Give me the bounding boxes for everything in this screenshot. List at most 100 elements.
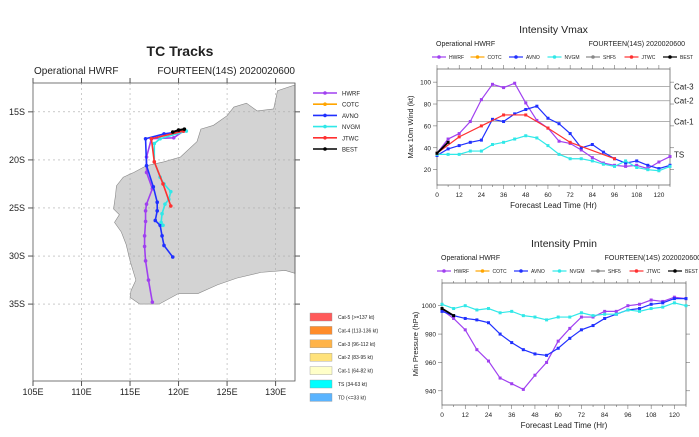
track-point bbox=[163, 202, 167, 206]
legend-marker bbox=[475, 55, 480, 59]
x-tick-label: 48 bbox=[522, 192, 530, 199]
series-line-hwrf bbox=[436, 82, 671, 170]
data-point bbox=[521, 348, 525, 352]
x-tick-label: 12 bbox=[462, 412, 470, 419]
track-point bbox=[176, 128, 181, 132]
data-point bbox=[579, 328, 583, 332]
track-point bbox=[150, 300, 155, 304]
data-point bbox=[546, 116, 550, 120]
track-point bbox=[155, 209, 160, 213]
legend-label: NVGM bbox=[342, 125, 360, 131]
data-point bbox=[475, 308, 479, 312]
chart-subtitle-right: FOURTEEN(14S) 2020020600 bbox=[605, 255, 699, 262]
data-point bbox=[446, 137, 450, 141]
lat-tick-label: 25S bbox=[9, 203, 25, 213]
y-tick-label: 60 bbox=[424, 123, 432, 130]
data-point bbox=[521, 314, 525, 318]
track-point bbox=[152, 141, 157, 146]
x-tick-label: 120 bbox=[669, 412, 680, 419]
intensity-swatch bbox=[309, 393, 333, 402]
reference-label: TS bbox=[674, 150, 684, 159]
series-line-avno bbox=[441, 298, 686, 356]
y-tick-label: 1000 bbox=[422, 303, 437, 310]
x-tick-label: 108 bbox=[646, 412, 657, 419]
data-point bbox=[624, 159, 628, 163]
data-point bbox=[672, 301, 676, 305]
data-point bbox=[446, 140, 450, 144]
data-point bbox=[510, 382, 514, 386]
lon-tick-label: 105E bbox=[22, 387, 43, 397]
series-hwrf bbox=[435, 81, 672, 171]
series-line-avno bbox=[436, 105, 671, 170]
data-point bbox=[513, 137, 517, 141]
x-tick-label: 0 bbox=[435, 192, 439, 199]
series-line-nvgm bbox=[441, 302, 687, 321]
chart-subtitle-left: Operational HWRF bbox=[441, 255, 500, 262]
track-point bbox=[171, 135, 176, 140]
data-point bbox=[579, 148, 583, 152]
data-point bbox=[646, 163, 650, 167]
data-point bbox=[452, 314, 456, 318]
chart-subtitle-left: Operational HWRF bbox=[436, 41, 495, 48]
track-point bbox=[151, 185, 156, 189]
data-point bbox=[498, 311, 502, 315]
data-point bbox=[498, 332, 502, 336]
data-point bbox=[452, 307, 456, 311]
series-best bbox=[440, 307, 456, 318]
data-point bbox=[545, 318, 549, 322]
legend-marker bbox=[480, 269, 485, 273]
data-point bbox=[613, 164, 617, 168]
data-point bbox=[490, 82, 494, 86]
data-point bbox=[524, 113, 528, 117]
legend-marker bbox=[596, 269, 600, 273]
y-axis-label: Min Pressure (hPa) bbox=[411, 311, 420, 376]
track-best bbox=[170, 127, 187, 134]
legend-label: BEST bbox=[685, 269, 698, 275]
intensity-legend-label: Cat-4 (113-136 kt) bbox=[338, 328, 379, 334]
data-point bbox=[535, 104, 539, 108]
track-point bbox=[143, 136, 148, 141]
data-point bbox=[479, 124, 483, 128]
intensity-swatch bbox=[309, 312, 333, 322]
data-point bbox=[521, 387, 525, 391]
map-title: TC Tracks bbox=[147, 43, 214, 59]
data-point bbox=[591, 324, 595, 328]
x-tick-label: 36 bbox=[500, 192, 508, 199]
track-point bbox=[168, 189, 173, 194]
data-point bbox=[590, 143, 594, 147]
intensity-legend-label: Cat-1 (64-82 kt) bbox=[338, 369, 373, 375]
legend-marker bbox=[323, 136, 327, 140]
y-tick-label: 40 bbox=[424, 145, 432, 152]
data-point bbox=[568, 315, 572, 319]
data-point bbox=[557, 122, 561, 126]
data-point bbox=[546, 144, 550, 148]
track-point bbox=[142, 234, 147, 238]
data-point bbox=[649, 307, 653, 311]
y-tick-label: 100 bbox=[420, 80, 431, 87]
data-point bbox=[452, 316, 456, 320]
map-frame bbox=[32, 82, 296, 382]
x-tick-label: 12 bbox=[456, 192, 464, 199]
legend-label: COTC bbox=[342, 103, 360, 109]
lon-tick-label: 110E bbox=[71, 387, 91, 397]
intensity-legend-label: TS (34-63 kt) bbox=[338, 382, 368, 388]
x-tick-label: 72 bbox=[578, 412, 586, 419]
track-point bbox=[170, 255, 175, 259]
chart-intensity-vmax: Intensity Vmax Operational HWRF FOURTEEN(1… bbox=[406, 24, 694, 210]
data-point bbox=[672, 297, 676, 301]
x-tick-label: 108 bbox=[631, 192, 642, 199]
chart-title: Intensity Pmin bbox=[531, 238, 597, 250]
data-point bbox=[579, 311, 583, 315]
data-point bbox=[440, 307, 444, 311]
data-point bbox=[457, 132, 461, 136]
track-point bbox=[152, 160, 157, 164]
data-point bbox=[638, 309, 642, 313]
x-axis-label: Forecast Lead Time (Hr) bbox=[521, 421, 608, 430]
x-tick-label: 36 bbox=[508, 412, 516, 419]
legend-label: JTWC bbox=[342, 136, 359, 142]
track-point bbox=[160, 234, 164, 238]
series-line-best bbox=[441, 307, 455, 317]
lat-tick-label: 35S bbox=[9, 299, 25, 309]
legend-label: AVNO bbox=[531, 269, 545, 275]
data-point bbox=[535, 118, 539, 122]
